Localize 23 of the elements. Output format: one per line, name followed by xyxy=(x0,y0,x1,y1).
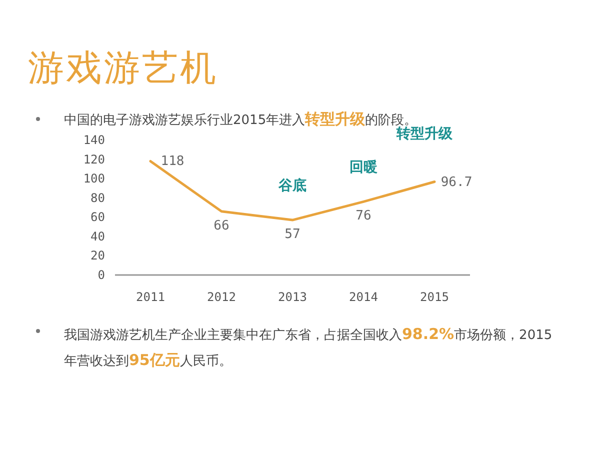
data-label: 66 xyxy=(214,218,230,234)
y-tick-label: 40 xyxy=(90,229,105,244)
x-tick-label: 2013 xyxy=(278,290,307,304)
y-tick-label: 60 xyxy=(90,210,105,224)
annotation: 回暖 xyxy=(350,158,378,176)
data-label: 96.7 xyxy=(440,174,472,190)
y-tick-label: 120 xyxy=(83,152,105,166)
y-tick-label: 100 xyxy=(83,172,105,186)
y-tick-label: 20 xyxy=(90,248,105,263)
annotation: 转型升级 xyxy=(396,124,454,142)
y-tick-label: 140 xyxy=(83,133,105,147)
chart-title: 游戏游艺机 xyxy=(28,48,218,89)
data-label: 57 xyxy=(284,227,300,242)
data-label: 76 xyxy=(356,208,372,224)
annotation: 谷底 xyxy=(278,177,306,194)
x-tick-label: 2014 xyxy=(349,290,378,304)
x-tick-label: 2012 xyxy=(207,290,236,304)
text: 我国游戏游艺机生产企业主要集中在广东省，占据全国收入98.2%市场份额，2015年营收达到95亿元人民币。 xyxy=(64,325,552,369)
x-tick-label: 2011 xyxy=(136,290,165,304)
x-tick-label: 2015 xyxy=(420,290,449,304)
y-tick-label: 0 xyxy=(98,268,105,282)
y-tick-label: 80 xyxy=(90,190,105,205)
data-label: 118 xyxy=(160,154,184,170)
